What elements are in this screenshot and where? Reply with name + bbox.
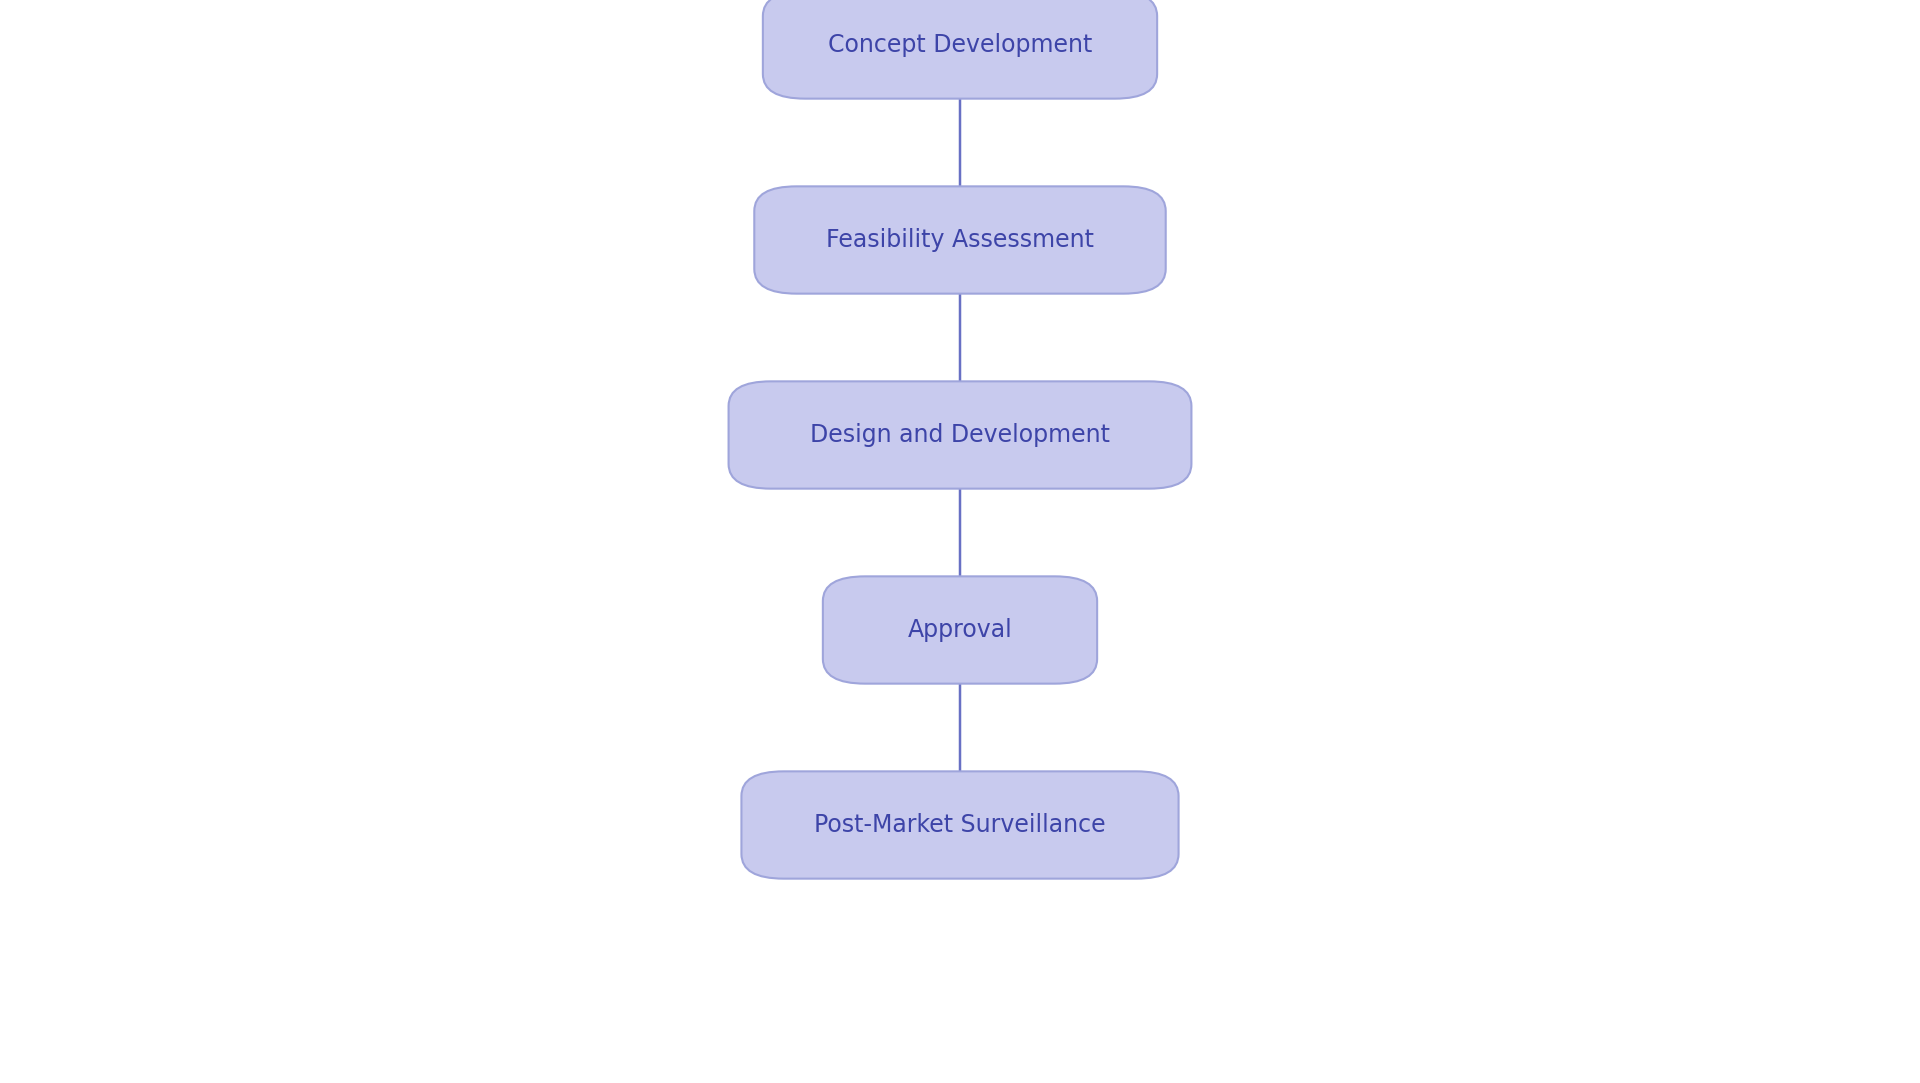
FancyBboxPatch shape bbox=[824, 576, 1096, 683]
FancyBboxPatch shape bbox=[728, 381, 1192, 488]
Text: Design and Development: Design and Development bbox=[810, 423, 1110, 447]
FancyBboxPatch shape bbox=[762, 0, 1158, 99]
Text: Concept Development: Concept Development bbox=[828, 32, 1092, 57]
FancyBboxPatch shape bbox=[741, 771, 1179, 878]
Text: Post-Market Surveillance: Post-Market Surveillance bbox=[814, 813, 1106, 837]
Text: Feasibility Assessment: Feasibility Assessment bbox=[826, 229, 1094, 252]
Text: Approval: Approval bbox=[908, 618, 1012, 642]
FancyBboxPatch shape bbox=[755, 186, 1165, 293]
